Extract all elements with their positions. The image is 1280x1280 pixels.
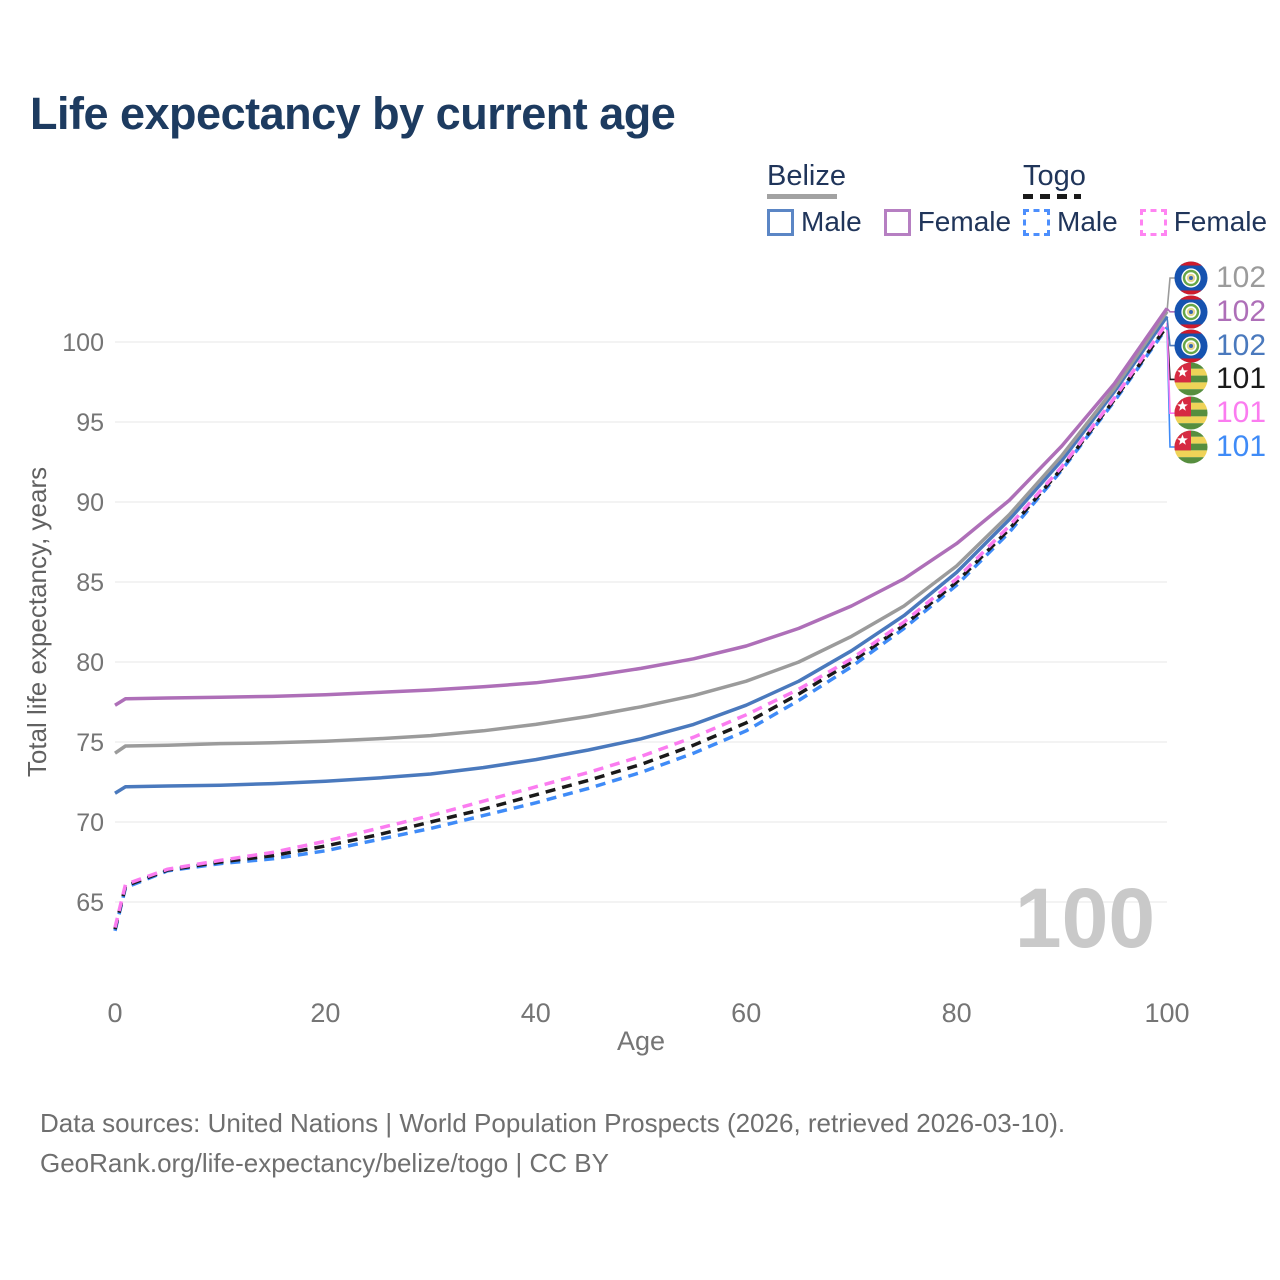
end-label-row-togo-both-sexes: 101 <box>1174 362 1266 396</box>
legend-country-togo[interactable]: Togo <box>1023 160 1086 192</box>
togo-female-swatch[interactable] <box>1139 208 1167 236</box>
end-label-value: 101 <box>1216 396 1267 430</box>
belize-flag-icon <box>1174 295 1208 329</box>
series-line-togo-female[interactable] <box>113 321 1169 929</box>
x-axis-tick-label: 100 <box>1144 998 1189 1028</box>
series-line-togo-both-sexes[interactable] <box>113 324 1169 930</box>
belize-flag-icon <box>1174 329 1208 363</box>
belize-flag-icon <box>1174 261 1208 295</box>
legend-country-belize[interactable]: Belize <box>767 160 846 192</box>
togo-flag-icon <box>1174 430 1208 464</box>
y-axis-tick-label: 100 <box>62 329 104 357</box>
legend-group-belize: Belize Male Female <box>767 161 1033 236</box>
x-axis-tick-label: 40 <box>521 998 551 1028</box>
y-axis-title: Total life expectancy, years <box>22 467 52 777</box>
end-label-value: 101 <box>1216 430 1267 463</box>
end-label-value: 102 <box>1216 294 1267 328</box>
togo-male-label[interactable]: Male <box>1057 206 1118 238</box>
y-axis-tick-label: 80 <box>76 649 104 677</box>
series-line-belize-male[interactable] <box>114 315 1169 795</box>
x-axis-tick-label: 60 <box>731 998 761 1028</box>
togo-dashed-line-swatch <box>1023 194 1081 200</box>
togo-female-label[interactable]: Female <box>1173 206 1268 238</box>
end-label-row-belize-both-sexes: 102 <box>1174 261 1266 295</box>
x-axis-title: Age <box>617 1026 665 1056</box>
belize-female-swatch[interactable] <box>883 208 911 236</box>
belize-male-label[interactable]: Male <box>801 206 862 238</box>
end-label-value: 102 <box>1216 261 1267 294</box>
x-axis-tick-label: 80 <box>942 998 972 1028</box>
belize-female-label[interactable]: Female <box>917 206 1012 238</box>
end-label-row-togo-female: 101 <box>1174 396 1266 430</box>
belize-flag-icon <box>1174 329 1208 363</box>
end-label-leader-line <box>1166 316 1176 347</box>
togo-flag-icon <box>1174 430 1208 464</box>
togo-flag-icon <box>1174 396 1208 430</box>
y-axis-tick-label: 70 <box>76 809 104 837</box>
belize-solid-line-swatch <box>767 194 837 200</box>
y-axis-tick-label: 90 <box>76 489 104 517</box>
end-label-row-togo-male: 101 <box>1174 430 1266 464</box>
age-hover-indicator: 100 <box>1015 871 1155 965</box>
series-line-togo-male[interactable] <box>113 326 1169 932</box>
end-label-leader-line <box>1166 322 1176 414</box>
y-axis-tick-label: 75 <box>76 729 104 757</box>
togo-male-swatch[interactable] <box>1023 208 1050 236</box>
footer-attribution: GeoRank.org/life-expectancy/belize/togo … <box>40 1148 609 1178</box>
end-label-value: 101 <box>1216 362 1267 396</box>
togo-flag-icon <box>1174 362 1208 396</box>
y-axis-tick-label: 85 <box>76 569 104 597</box>
x-axis-tick-label: 0 <box>107 998 122 1028</box>
x-axis-tick-label: 20 <box>310 998 340 1028</box>
belize-male-swatch[interactable] <box>767 208 794 236</box>
series-line-belize-female[interactable] <box>114 307 1169 707</box>
footer-sources: Data sources: United Nations | World Pop… <box>40 1108 1066 1138</box>
togo-flag-icon <box>1174 362 1208 396</box>
belize-flag-icon <box>1174 295 1208 329</box>
end-label-row-belize-male: 102 <box>1174 329 1266 363</box>
page-title: Life expectancy by current age <box>30 88 676 139</box>
legend-group-togo: Togo Male Female <box>1023 161 1280 236</box>
y-axis-tick-label: 65 <box>76 889 104 917</box>
belize-flag-icon <box>1174 261 1208 295</box>
series-line-belize-both-sexes[interactable] <box>114 310 1169 755</box>
y-axis-tick-label: 95 <box>76 409 104 437</box>
end-label-row-belize-female: 102 <box>1174 295 1266 329</box>
togo-flag-icon <box>1174 396 1208 430</box>
end-label-leader-line <box>1166 277 1176 312</box>
end-label-value: 102 <box>1216 328 1267 362</box>
